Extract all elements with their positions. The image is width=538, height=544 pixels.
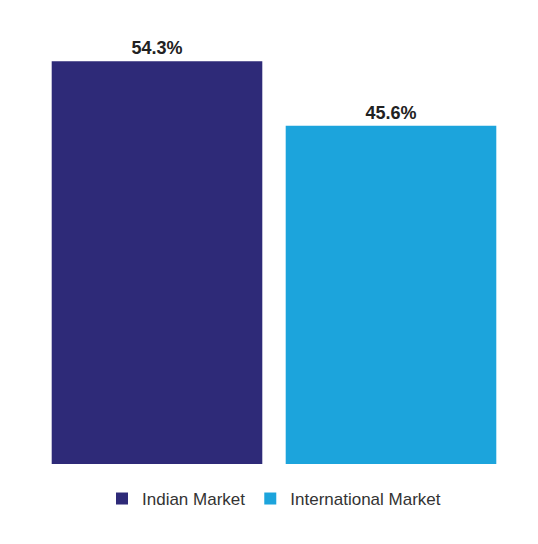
svg-text:45.6%: 45.6% bbox=[365, 103, 416, 123]
svg-text:International Market: International Market bbox=[290, 490, 441, 509]
svg-text:Indian Market: Indian Market bbox=[142, 490, 245, 509]
svg-text:54.3%: 54.3% bbox=[131, 38, 182, 58]
